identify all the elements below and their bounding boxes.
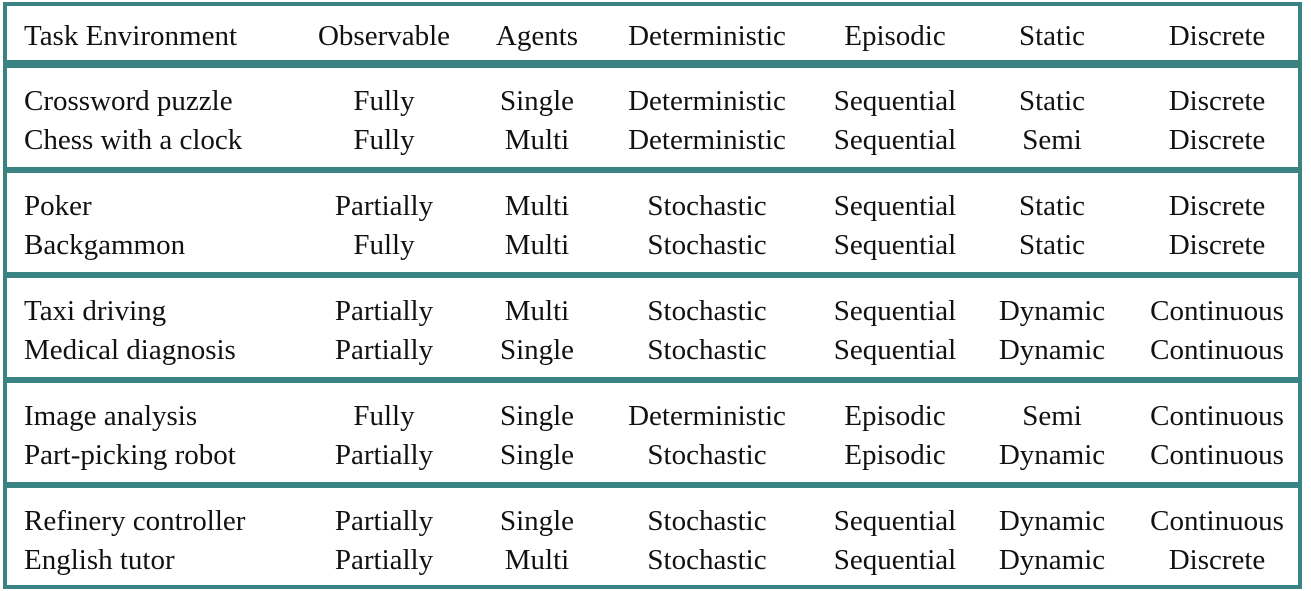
cell-task-environment: Image analysis bbox=[24, 400, 198, 432]
table-group-5: Refinery controller Partially Single Sto… bbox=[3, 484, 1302, 589]
cell-observable: Partially bbox=[334, 334, 434, 366]
cell-observable: Fully bbox=[353, 124, 415, 156]
cell-task-environment: Poker bbox=[24, 190, 92, 222]
cell-static: Static bbox=[1018, 229, 1086, 261]
cell-task-environment: Chess with a clock bbox=[24, 124, 243, 156]
cell-observable: Fully bbox=[353, 85, 415, 117]
header-observable: Observable bbox=[317, 20, 451, 52]
cell-discrete: Discrete bbox=[1168, 190, 1266, 222]
cell-episodic: Sequential bbox=[833, 295, 957, 327]
cell-discrete: Continuous bbox=[1150, 334, 1284, 366]
cell-episodic: Sequential bbox=[833, 334, 957, 366]
table-header-group: Task Environment Observable Agents Deter… bbox=[3, 2, 1302, 64]
cell-deterministic: Stochastic bbox=[647, 544, 767, 576]
cell-static: Dynamic bbox=[998, 334, 1106, 366]
header-episodic: Episodic bbox=[844, 20, 946, 52]
table-header-row: Task Environment Observable Agents Deter… bbox=[7, 17, 1298, 56]
cell-episodic: Sequential bbox=[833, 85, 957, 117]
cell-observable: Partially bbox=[334, 190, 434, 222]
table-group-2: Poker Partially Multi Stochastic Sequent… bbox=[3, 169, 1302, 276]
cell-static: Static bbox=[1018, 190, 1086, 222]
table-row: Taxi driving Partially Multi Stochastic … bbox=[7, 292, 1298, 331]
cell-episodic: Episodic bbox=[844, 400, 946, 432]
cell-deterministic: Stochastic bbox=[647, 190, 767, 222]
header-task-environment: Task Environment bbox=[24, 20, 238, 52]
cell-deterministic: Deterministic bbox=[628, 124, 786, 156]
cell-episodic: Episodic bbox=[844, 439, 946, 471]
cell-task-environment: Part-picking robot bbox=[24, 439, 236, 471]
cell-agents: Multi bbox=[504, 229, 570, 261]
header-discrete: Discrete bbox=[1168, 20, 1266, 52]
cell-agents: Single bbox=[499, 439, 575, 471]
table-row: Chess with a clock Fully Multi Determini… bbox=[7, 121, 1298, 160]
cell-episodic: Sequential bbox=[833, 544, 957, 576]
cell-observable: Fully bbox=[353, 229, 415, 261]
cell-episodic: Sequential bbox=[833, 190, 957, 222]
cell-observable: Partially bbox=[334, 295, 434, 327]
table-group-3: Taxi driving Partially Multi Stochastic … bbox=[3, 274, 1302, 381]
cell-discrete: Discrete bbox=[1168, 544, 1266, 576]
cell-discrete: Continuous bbox=[1150, 439, 1284, 471]
table-row: English tutor Partially Multi Stochastic… bbox=[7, 541, 1298, 580]
cell-agents: Multi bbox=[504, 124, 570, 156]
cell-agents: Single bbox=[499, 400, 575, 432]
table-row: Image analysis Fully Single Deterministi… bbox=[7, 397, 1298, 436]
table-row: Refinery controller Partially Single Sto… bbox=[7, 502, 1298, 541]
cell-task-environment: Crossword puzzle bbox=[24, 85, 233, 117]
cell-task-environment: Medical diagnosis bbox=[24, 334, 236, 366]
cell-static: Semi bbox=[1022, 124, 1082, 156]
cell-task-environment: Refinery controller bbox=[24, 505, 246, 537]
cell-discrete: Continuous bbox=[1150, 400, 1284, 432]
cell-static: Dynamic bbox=[998, 295, 1106, 327]
cell-deterministic: Stochastic bbox=[647, 439, 767, 471]
table-row: Poker Partially Multi Stochastic Sequent… bbox=[7, 187, 1298, 226]
cell-static: Dynamic bbox=[998, 505, 1106, 537]
cell-discrete: Discrete bbox=[1168, 124, 1266, 156]
cell-discrete: Continuous bbox=[1150, 295, 1284, 327]
table-group-4: Image analysis Fully Single Deterministi… bbox=[3, 379, 1302, 486]
cell-task-environment: Taxi driving bbox=[24, 295, 167, 327]
header-agents: Agents bbox=[495, 20, 579, 52]
cell-static: Static bbox=[1018, 85, 1086, 117]
cell-observable: Partially bbox=[334, 505, 434, 537]
cell-static: Semi bbox=[1022, 400, 1082, 432]
table-row: Crossword puzzle Fully Single Determinis… bbox=[7, 82, 1298, 121]
cell-discrete: Continuous bbox=[1150, 505, 1284, 537]
table-group-1: Crossword puzzle Fully Single Determinis… bbox=[3, 64, 1302, 171]
cell-agents: Multi bbox=[504, 544, 570, 576]
table-row: Medical diagnosis Partially Single Stoch… bbox=[7, 331, 1298, 370]
cell-agents: Single bbox=[499, 85, 575, 117]
cell-deterministic: Stochastic bbox=[647, 334, 767, 366]
table-row: Part-picking robot Partially Single Stoc… bbox=[7, 436, 1298, 475]
cell-deterministic: Deterministic bbox=[628, 85, 786, 117]
cell-observable: Partially bbox=[334, 439, 434, 471]
cell-discrete: Discrete bbox=[1168, 85, 1266, 117]
cell-task-environment: Backgammon bbox=[24, 229, 186, 261]
cell-discrete: Discrete bbox=[1168, 229, 1266, 261]
cell-agents: Single bbox=[499, 505, 575, 537]
cell-deterministic: Stochastic bbox=[647, 295, 767, 327]
cell-deterministic: Stochastic bbox=[647, 229, 767, 261]
table-row: Backgammon Fully Multi Stochastic Sequen… bbox=[7, 226, 1298, 265]
cell-agents: Multi bbox=[504, 295, 570, 327]
cell-agents: Multi bbox=[504, 190, 570, 222]
header-deterministic: Deterministic bbox=[628, 20, 786, 52]
cell-static: Dynamic bbox=[998, 544, 1106, 576]
cell-static: Dynamic bbox=[998, 439, 1106, 471]
cell-observable: Fully bbox=[353, 400, 415, 432]
cell-task-environment: English tutor bbox=[24, 544, 175, 576]
cell-episodic: Sequential bbox=[833, 229, 957, 261]
cell-deterministic: Stochastic bbox=[647, 505, 767, 537]
cell-observable: Partially bbox=[334, 544, 434, 576]
cell-agents: Single bbox=[499, 334, 575, 366]
cell-episodic: Sequential bbox=[833, 505, 957, 537]
header-static: Static bbox=[1018, 20, 1086, 52]
cell-episodic: Sequential bbox=[833, 124, 957, 156]
cell-deterministic: Deterministic bbox=[628, 400, 786, 432]
